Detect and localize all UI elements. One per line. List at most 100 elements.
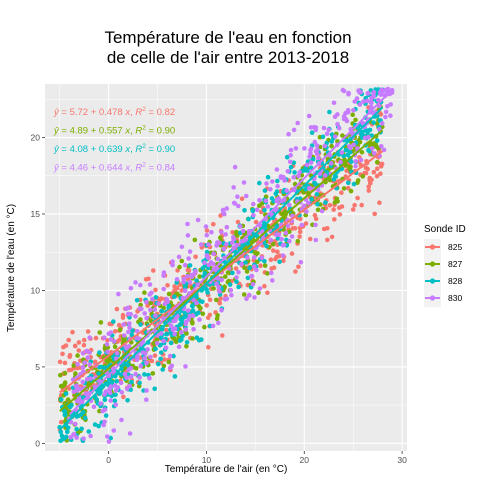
equation-827: ŷ = 4.89 + 0.557 x, R2 = 0.90 bbox=[53, 125, 175, 137]
data-point bbox=[357, 102, 363, 107]
data-point bbox=[277, 259, 282, 265]
equation-825: ŷ = 5.72 + 0.478 x, R2 = 0.82 bbox=[53, 106, 175, 118]
data-point bbox=[193, 254, 198, 260]
data-point bbox=[275, 178, 280, 184]
data-point bbox=[295, 120, 301, 126]
data-point bbox=[204, 303, 209, 308]
data-point bbox=[184, 273, 190, 279]
data-point bbox=[148, 354, 153, 360]
data-point bbox=[254, 267, 259, 273]
data-point bbox=[222, 284, 227, 290]
data-point bbox=[329, 139, 335, 144]
data-point bbox=[161, 270, 167, 275]
regression-lines bbox=[58, 88, 394, 431]
data-point bbox=[256, 290, 261, 296]
data-point bbox=[327, 202, 333, 208]
data-point bbox=[271, 248, 276, 253]
legend-key-point bbox=[429, 261, 436, 267]
data-point bbox=[184, 340, 190, 345]
data-point bbox=[365, 91, 371, 96]
data-point bbox=[115, 385, 121, 390]
data-point bbox=[236, 203, 241, 209]
data-point bbox=[372, 141, 377, 146]
data-point bbox=[385, 104, 390, 109]
data-point bbox=[176, 344, 182, 350]
data-point bbox=[219, 277, 224, 283]
data-point bbox=[156, 301, 161, 307]
data-point bbox=[355, 146, 360, 151]
data-point bbox=[243, 260, 248, 265]
data-point bbox=[383, 109, 389, 115]
data-point bbox=[119, 390, 125, 395]
data-point bbox=[377, 200, 382, 205]
data-point bbox=[63, 391, 69, 397]
data-point bbox=[287, 229, 292, 235]
data-point bbox=[138, 282, 143, 288]
data-point bbox=[174, 277, 180, 282]
data-point bbox=[222, 211, 227, 217]
data-point bbox=[198, 242, 204, 247]
data-point bbox=[315, 187, 321, 193]
data-point bbox=[70, 329, 75, 335]
data-point bbox=[185, 267, 191, 273]
data-point bbox=[197, 274, 202, 279]
data-point bbox=[81, 342, 87, 348]
data-point bbox=[242, 208, 247, 213]
y-tick-label: 20 bbox=[31, 133, 41, 143]
data-point bbox=[80, 379, 86, 385]
data-point bbox=[345, 152, 351, 158]
data-point bbox=[178, 321, 184, 327]
data-point bbox=[149, 358, 155, 364]
data-point bbox=[268, 257, 274, 263]
data-point bbox=[163, 345, 169, 351]
data-point bbox=[257, 198, 262, 203]
data-point bbox=[102, 335, 107, 341]
data-point bbox=[304, 167, 309, 173]
data-point bbox=[187, 249, 193, 254]
data-point bbox=[361, 99, 366, 104]
data-point bbox=[362, 135, 368, 141]
data-point bbox=[58, 419, 64, 425]
data-point bbox=[176, 254, 182, 260]
data-point bbox=[322, 143, 328, 149]
data-point bbox=[292, 226, 298, 231]
data-point bbox=[325, 226, 330, 231]
data-point bbox=[353, 117, 358, 123]
data-point bbox=[74, 426, 79, 432]
data-point bbox=[151, 268, 156, 273]
data-point bbox=[259, 201, 265, 206]
data-point bbox=[383, 114, 388, 120]
data-point bbox=[371, 169, 377, 175]
data-point bbox=[245, 255, 250, 260]
data-point bbox=[251, 201, 256, 207]
data-point bbox=[262, 258, 267, 264]
data-point bbox=[77, 365, 82, 371]
data-point bbox=[182, 262, 188, 268]
data-point bbox=[112, 398, 118, 404]
data-point bbox=[263, 198, 269, 204]
data-point bbox=[173, 339, 179, 345]
data-point bbox=[299, 222, 305, 228]
data-point bbox=[204, 249, 210, 255]
data-point bbox=[102, 397, 108, 403]
data-point bbox=[235, 194, 240, 199]
data-point bbox=[366, 188, 372, 193]
data-point bbox=[229, 292, 234, 298]
data-point bbox=[154, 337, 160, 343]
data-point bbox=[343, 147, 349, 153]
data-point bbox=[369, 100, 374, 105]
data-point bbox=[62, 360, 68, 366]
data-point bbox=[335, 121, 340, 127]
x-tick-label: 10 bbox=[202, 455, 212, 465]
data-point bbox=[128, 387, 133, 393]
data-point bbox=[268, 237, 274, 243]
data-point bbox=[116, 291, 121, 297]
data-point bbox=[269, 196, 275, 201]
data-point bbox=[270, 241, 276, 247]
data-point bbox=[329, 143, 334, 149]
data-point bbox=[67, 354, 72, 360]
data-point bbox=[142, 372, 147, 377]
data-point bbox=[161, 363, 167, 369]
data-point bbox=[309, 130, 315, 135]
data-point bbox=[257, 180, 262, 186]
